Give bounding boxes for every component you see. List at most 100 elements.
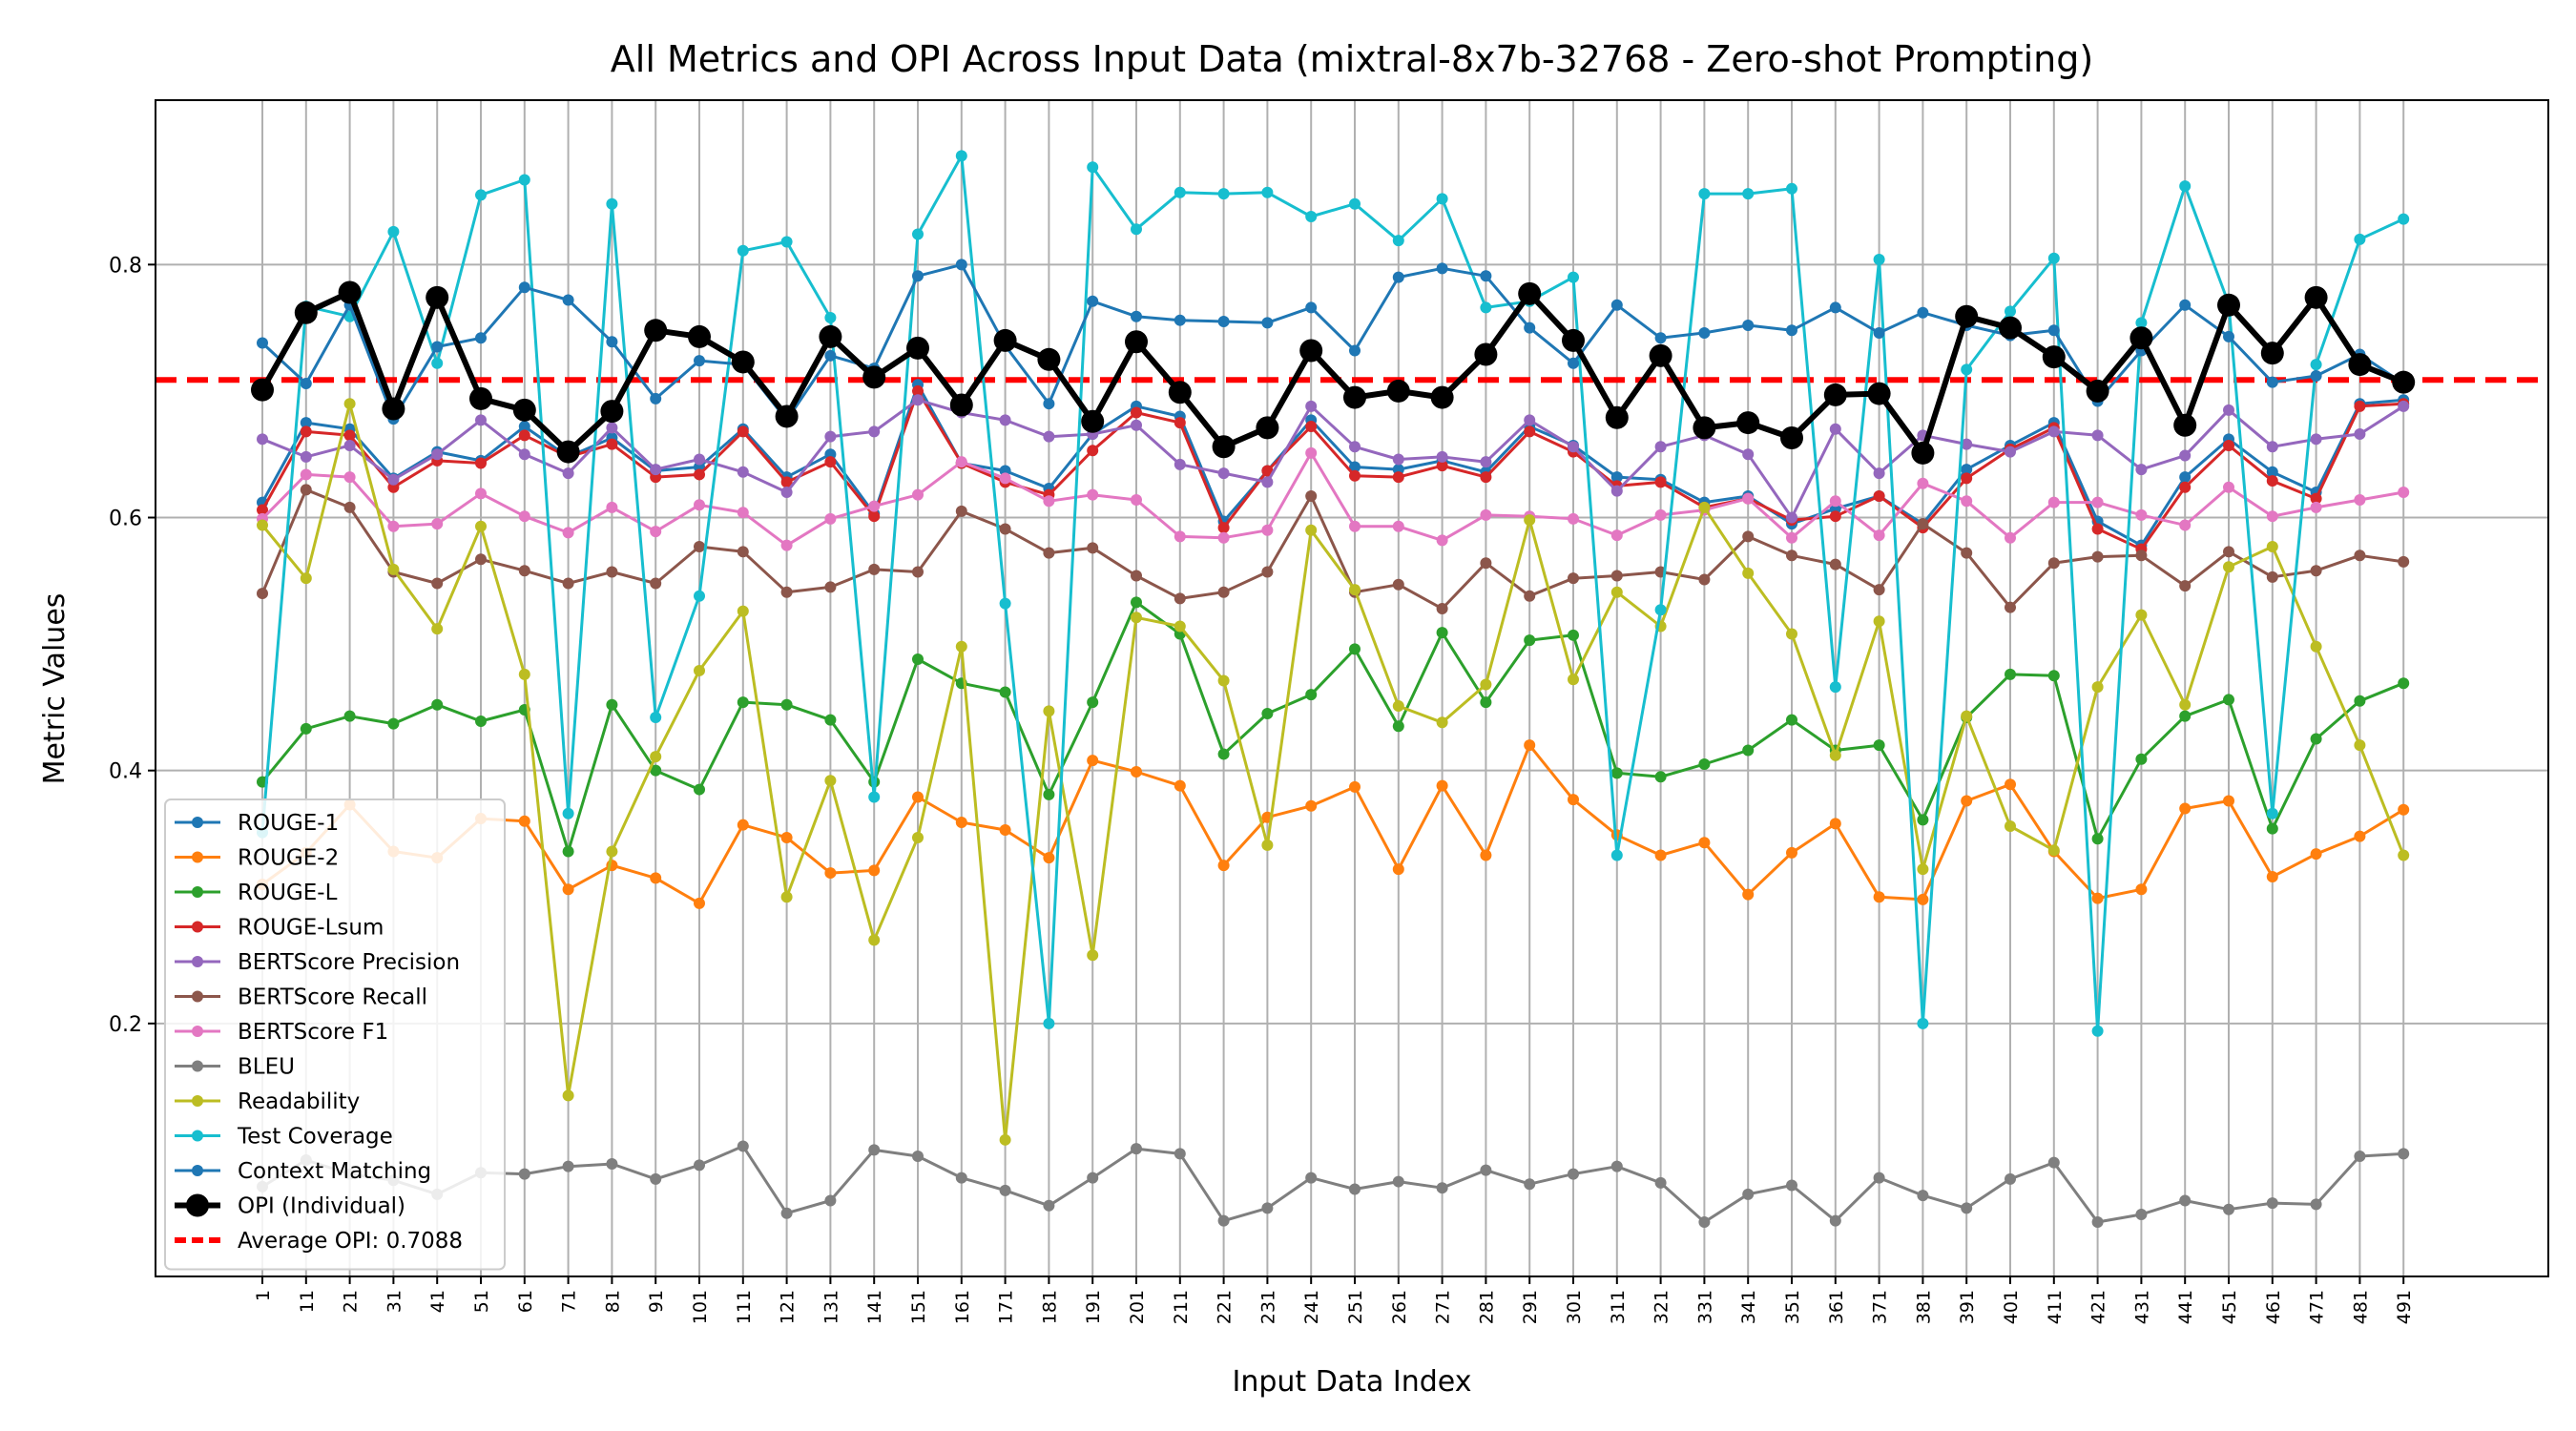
data-point (344, 711, 356, 722)
data-point (1349, 441, 1361, 452)
data-point (694, 1159, 705, 1171)
data-point (1911, 442, 1934, 465)
data-point (824, 312, 836, 323)
x-tick-label: 11 (297, 1290, 318, 1313)
data-point (1261, 567, 1273, 578)
data-point (2311, 433, 2322, 445)
data-point (819, 325, 841, 348)
data-point (1087, 445, 1098, 456)
data-point (912, 567, 924, 578)
data-point (824, 431, 836, 443)
data-point (1349, 781, 1361, 793)
data-point (1131, 420, 1142, 431)
data-point (956, 1172, 967, 1184)
data-point (2048, 324, 2060, 336)
series-bleu (257, 1140, 2409, 1228)
data-point (2354, 234, 2365, 245)
data-point (1874, 529, 1885, 541)
data-point (2267, 510, 2278, 522)
legend-swatch-marker (192, 817, 203, 828)
data-point (1742, 889, 1754, 901)
data-point (1305, 401, 1317, 412)
data-point (868, 564, 880, 575)
data-point (257, 519, 268, 530)
data-point (344, 502, 356, 513)
data-point (1474, 342, 1497, 365)
data-point (1087, 1172, 1098, 1184)
legend-label: BERTScore Precision (238, 950, 460, 975)
x-tick-label: 51 (471, 1290, 492, 1313)
data-point (431, 448, 443, 460)
data-point (644, 319, 667, 342)
data-point (1393, 700, 1404, 712)
data-point (1174, 530, 1186, 542)
data-point (426, 286, 448, 309)
data-point (2092, 681, 2104, 693)
data-point (1562, 329, 1585, 352)
data-point (1830, 301, 1841, 313)
data-point (1261, 708, 1273, 719)
data-point (2311, 502, 2322, 513)
data-point (563, 527, 574, 538)
data-point (2398, 677, 2409, 689)
data-point (1437, 780, 1448, 792)
data-point (382, 397, 405, 420)
data-point (1256, 416, 1278, 439)
data-point (1393, 1176, 1404, 1188)
data-point (1611, 486, 1623, 497)
data-point (606, 198, 617, 210)
data-point (824, 513, 836, 525)
series-rouge-lsum (257, 385, 2409, 555)
data-point (475, 189, 487, 200)
legend-label: Readability (238, 1089, 360, 1114)
data-point (1218, 587, 1230, 598)
series-line (262, 156, 2403, 1031)
data-point (2005, 305, 2016, 317)
data-point (781, 236, 793, 247)
data-point (912, 1151, 924, 1162)
data-point (1568, 630, 1579, 641)
x-tick-label: 31 (384, 1290, 405, 1313)
data-point (1786, 1180, 1797, 1192)
data-point (1131, 223, 1142, 235)
data-point (1698, 837, 1710, 848)
data-point (563, 1089, 574, 1101)
x-tick-label: 451 (2219, 1290, 2240, 1324)
data-point (2179, 802, 2191, 814)
x-tick-label: 121 (778, 1290, 799, 1324)
data-point (1305, 447, 1317, 459)
data-point (1437, 603, 1448, 614)
data-point (344, 398, 356, 409)
x-tick-label: 1 (253, 1290, 274, 1301)
data-point (2398, 214, 2409, 225)
data-point (1131, 311, 1142, 322)
data-point (950, 394, 973, 417)
data-point (475, 332, 487, 343)
data-point (2398, 401, 2409, 412)
data-point (1786, 628, 1797, 639)
data-point (2398, 1148, 2409, 1159)
data-point (1786, 324, 1797, 336)
data-point (2267, 871, 2278, 882)
data-point (1000, 523, 1011, 534)
data-point (2223, 331, 2234, 342)
data-point (519, 1169, 530, 1180)
data-point (2348, 353, 2371, 376)
data-point (1480, 301, 1491, 313)
data-point (1611, 300, 1623, 311)
data-point (2267, 571, 2278, 583)
data-point (475, 521, 487, 532)
data-point (1961, 711, 1972, 722)
x-tick-label: 311 (1608, 1290, 1629, 1324)
data-point (1830, 818, 1841, 829)
data-point (1087, 696, 1098, 708)
data-point (1261, 317, 1273, 328)
legend-label: OPI (Individual) (238, 1194, 405, 1219)
data-point (1917, 478, 1928, 489)
legend-swatch-marker (192, 922, 203, 933)
data-point (2048, 1157, 2060, 1169)
data-point (2223, 795, 2234, 806)
data-point (1261, 187, 1273, 198)
data-point (1568, 1169, 1579, 1180)
